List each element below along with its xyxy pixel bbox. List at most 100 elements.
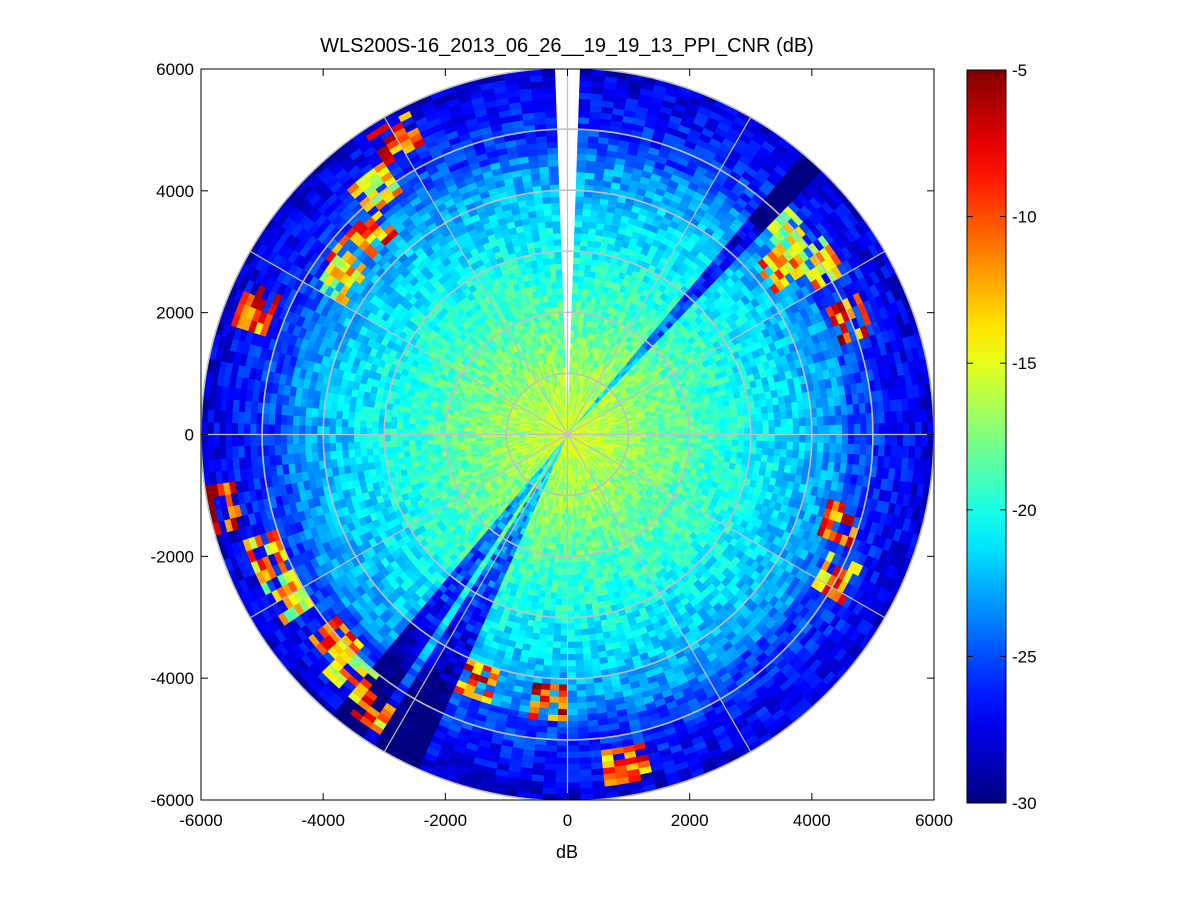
cnr-cell: [695, 438, 703, 445]
cnr-cell: [579, 69, 594, 76]
cnr-cell: [878, 423, 886, 435]
cnr-cell: [579, 80, 593, 88]
cnr-cell: [701, 434, 709, 440]
cnr-cell: [695, 429, 703, 435]
cnr-cell: [914, 446, 922, 460]
cnr-cell: [587, 233, 596, 242]
cnr-cell: [773, 411, 782, 421]
cnr-cell: [582, 214, 591, 223]
cnr-cell: [786, 434, 794, 443]
cnr-cell: [750, 434, 758, 442]
cnr-cell: [670, 426, 678, 432]
cnr-cell: [914, 409, 922, 423]
cnr-cell: [579, 257, 587, 265]
cnr-cell: [689, 429, 697, 435]
cnr-cell: [767, 448, 776, 457]
cnr-cell: [823, 415, 831, 426]
cnr-cell: [574, 220, 583, 228]
cnr-cell: [578, 92, 592, 100]
cnr-cell: [676, 422, 684, 428]
cnr-cell: [695, 424, 703, 431]
cnr-cell: [761, 413, 769, 422]
cnr-cell: [731, 416, 739, 424]
cnr-cell: [585, 172, 596, 180]
cnr-cell: [731, 422, 739, 430]
cnr-cell: [760, 454, 769, 463]
cnr-cell: [884, 422, 892, 435]
cnr-cell: [835, 415, 843, 426]
cnr-cell: [577, 281, 584, 290]
cnr-cell: [791, 409, 800, 420]
cnr-cell: [584, 178, 595, 186]
cnr-cell: [823, 434, 831, 444]
cnr-cell: [908, 446, 916, 460]
cnr-cell: [848, 434, 855, 445]
cnr-cell: [828, 406, 836, 417]
cnr-cell: [738, 434, 745, 441]
cnr-cell: [713, 423, 721, 430]
cnr-cell: [816, 407, 824, 418]
cnr-cell: [582, 202, 593, 211]
cnr-cell: [572, 287, 579, 295]
cnr-cell: [786, 426, 794, 435]
cnr-cell: [731, 445, 739, 453]
cnr-cell: [719, 439, 727, 446]
cnr-cell: [755, 447, 763, 456]
cnr-cell: [579, 74, 593, 82]
cnr-cell: [866, 434, 874, 446]
cnr-cell: [798, 409, 806, 419]
cnr-cell: [750, 427, 758, 435]
cnr-cell: [834, 405, 843, 417]
cnr-cell: [744, 427, 752, 435]
cnr-cell: [707, 439, 715, 446]
cnr-cell: [854, 423, 862, 435]
cnr-cell: [786, 441, 794, 451]
cnr-cell: [859, 444, 867, 456]
cnr-cell: [737, 415, 745, 423]
cnr-cell: [732, 428, 739, 435]
cnr-cell: [921, 421, 929, 435]
cnr-cell: [664, 426, 672, 432]
cnr-cell: [877, 412, 886, 424]
cnr-cell: [835, 424, 843, 435]
cnr-cell: [761, 447, 769, 456]
cnr-cell: [707, 423, 715, 430]
cnr-cell: [755, 413, 763, 422]
cnr-cell: [572, 263, 580, 271]
cnr-cell: [835, 443, 843, 454]
cnr-cell: [713, 434, 721, 441]
cnr-cell: [774, 419, 782, 428]
cnr-cell: [574, 208, 584, 216]
cnr-cell: [578, 269, 586, 277]
cnr-cell: [689, 434, 697, 440]
cnr-cell: [586, 147, 598, 156]
cnr-cell: [731, 439, 739, 447]
cnr-cell: [890, 422, 898, 435]
cnr-cell: [738, 428, 745, 435]
cnr-cell: [915, 421, 923, 435]
cnr-cell: [725, 445, 733, 453]
cnr-cell: [719, 417, 727, 425]
cnr-cell: [572, 281, 579, 289]
cnr-cell: [798, 442, 806, 452]
cnr-cell: [700, 419, 708, 426]
cnr-cell: [799, 434, 807, 444]
cnr-cell: [909, 434, 916, 447]
cnr-cell: [583, 196, 593, 204]
cnr-cell: [760, 406, 769, 415]
cnr-cell: [736, 409, 745, 417]
cnr-cell: [580, 233, 589, 241]
cnr-cell: [575, 177, 586, 185]
cnr-cell: [829, 443, 837, 454]
cnr-cell: [779, 411, 788, 420]
cnr-cell: [823, 443, 831, 454]
cnr-cell: [774, 426, 782, 435]
cnr-cell: [915, 434, 923, 448]
cnr-cell: [840, 453, 849, 465]
cnr-cell: [877, 445, 886, 457]
cnr-cell: [575, 202, 585, 210]
cnr-cell: [866, 423, 874, 435]
cnr-cell: [572, 275, 579, 283]
cnr-cell: [768, 426, 776, 435]
cnr-cell: [725, 428, 733, 435]
